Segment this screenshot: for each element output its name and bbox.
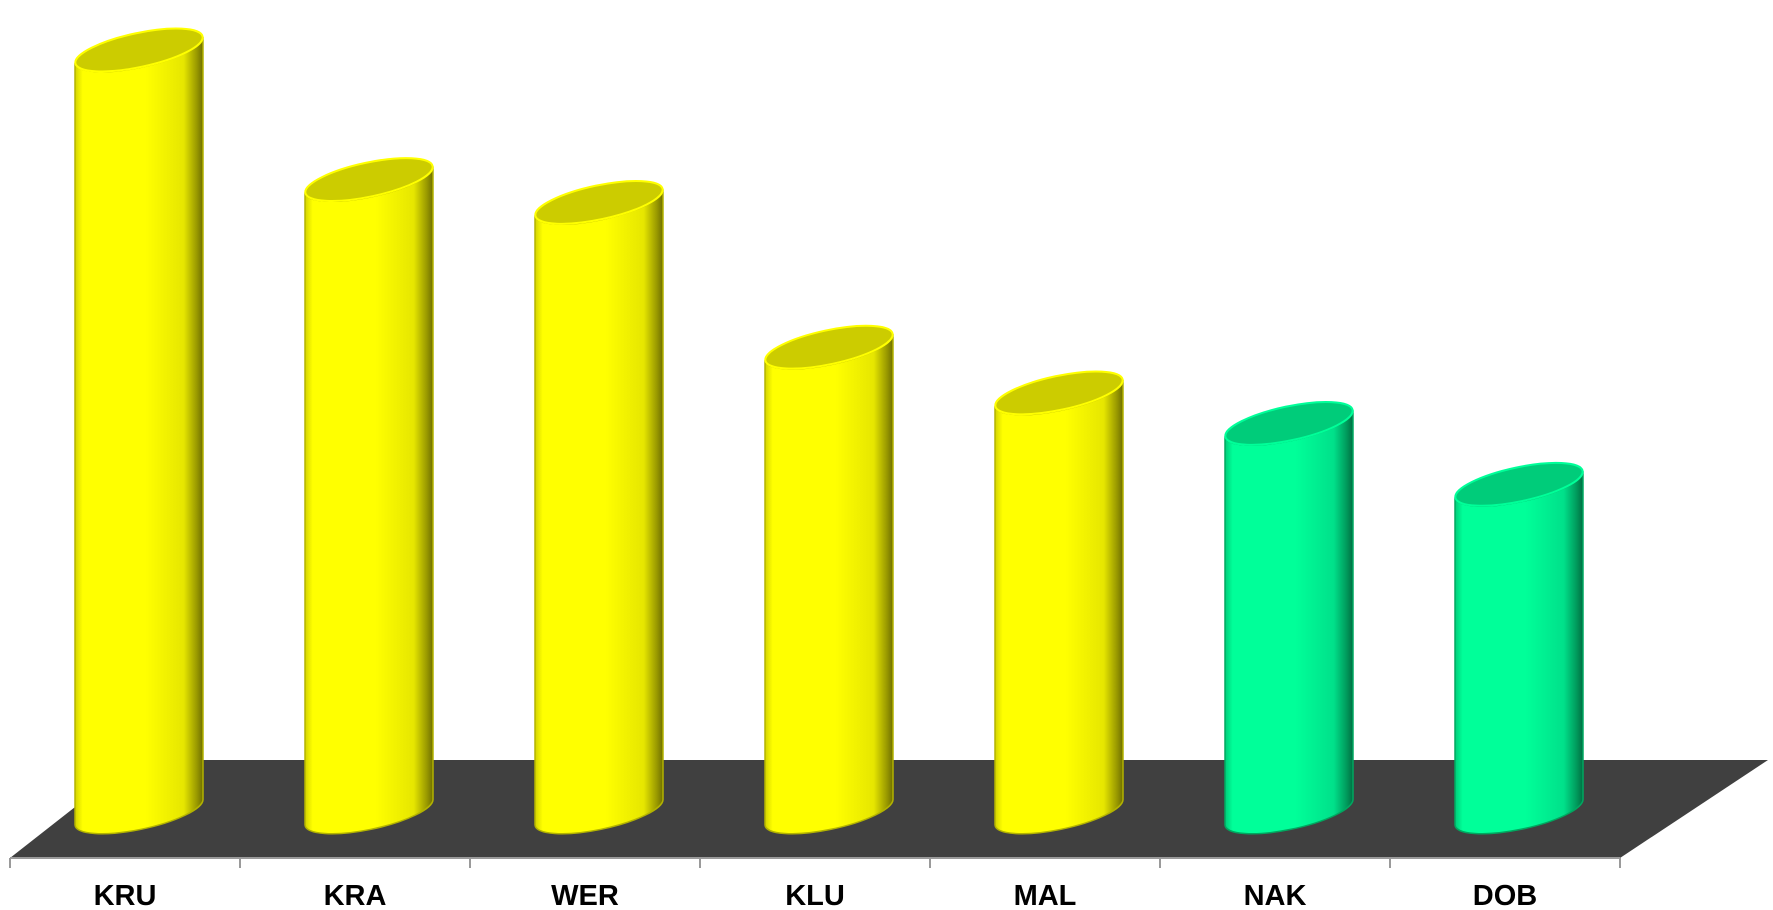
x-tick-label: MAL xyxy=(1014,880,1077,910)
bar-body xyxy=(1224,410,1354,835)
bar-top xyxy=(764,324,894,370)
bar-body xyxy=(764,334,894,835)
bar-body xyxy=(304,166,434,835)
bar-dob xyxy=(1454,461,1584,835)
bar-body xyxy=(534,189,664,835)
x-tick-label: WER xyxy=(551,880,619,910)
x-tick-label: KLU xyxy=(785,880,845,910)
bar-body xyxy=(994,379,1124,835)
x-tick-label: KRA xyxy=(324,880,387,910)
x-axis-ticks xyxy=(9,858,1621,868)
bar-top xyxy=(304,157,434,202)
bar-top xyxy=(1224,400,1354,446)
bar-klu xyxy=(764,324,894,835)
x-tick-label: KRU xyxy=(94,880,157,910)
bar-top xyxy=(1454,461,1584,507)
x-tick-label: DOB xyxy=(1473,880,1537,910)
bar-top xyxy=(534,179,664,225)
bar-body xyxy=(1454,471,1584,835)
bar-mal xyxy=(994,370,1124,835)
bar-top xyxy=(994,370,1124,416)
bar-top xyxy=(74,27,204,73)
bar-body xyxy=(74,36,204,835)
bars xyxy=(74,27,1584,835)
bar-kru xyxy=(74,27,204,835)
category-labels: KRU KRA WER KLU MAL NAK DOB xyxy=(94,880,1538,910)
bar-kra xyxy=(304,157,434,835)
bar-wer xyxy=(534,179,664,835)
x-tick-label: NAK xyxy=(1244,880,1307,910)
bar-nak xyxy=(1224,400,1354,835)
